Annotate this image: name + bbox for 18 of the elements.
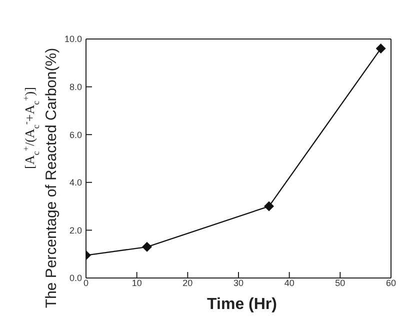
point — [142, 242, 152, 252]
x-tick-label: 20 — [182, 278, 193, 288]
y-tick-label: 0.0 — [69, 273, 82, 284]
y-tick-label: 10.0 — [64, 34, 82, 44]
y-axis-title: The Percentage of Reacted Carbon(%) — [43, 48, 60, 308]
x-tick-label: 40 — [284, 278, 294, 288]
point — [264, 201, 274, 212]
x-tick-label: 50 — [335, 278, 346, 288]
point — [376, 44, 386, 54]
x-tick-label: 30 — [233, 278, 244, 288]
y-tick-label: 6.0 — [69, 130, 82, 140]
y-tick-label: 8.0 — [69, 82, 82, 92]
x-tick-label: 0 — [83, 278, 89, 288]
y-tick-label: 4.0 — [69, 178, 82, 188]
y-tick-label: 2.0 — [69, 225, 82, 236]
x-tick-label: 10 — [132, 278, 142, 288]
x-tick-label: 60 — [386, 278, 396, 288]
x-axis-title: Time (Hr) — [206, 296, 278, 314]
